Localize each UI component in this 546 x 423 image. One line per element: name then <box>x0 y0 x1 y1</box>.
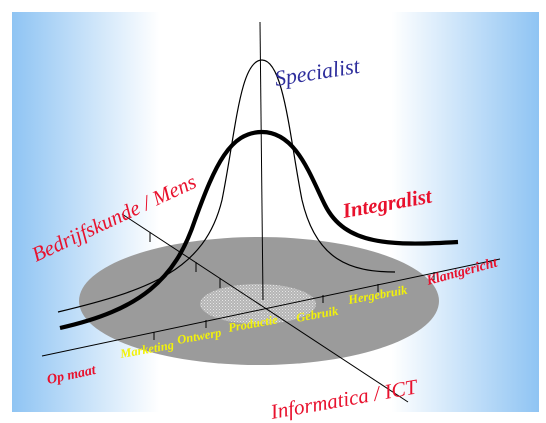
specialist-curve <box>57 59 396 313</box>
inner-disc <box>200 284 316 324</box>
integralist-curve <box>59 129 459 331</box>
axis-depth <box>121 213 409 403</box>
vertical-axis <box>259 21 264 301</box>
axis-horizontal <box>41 258 501 357</box>
